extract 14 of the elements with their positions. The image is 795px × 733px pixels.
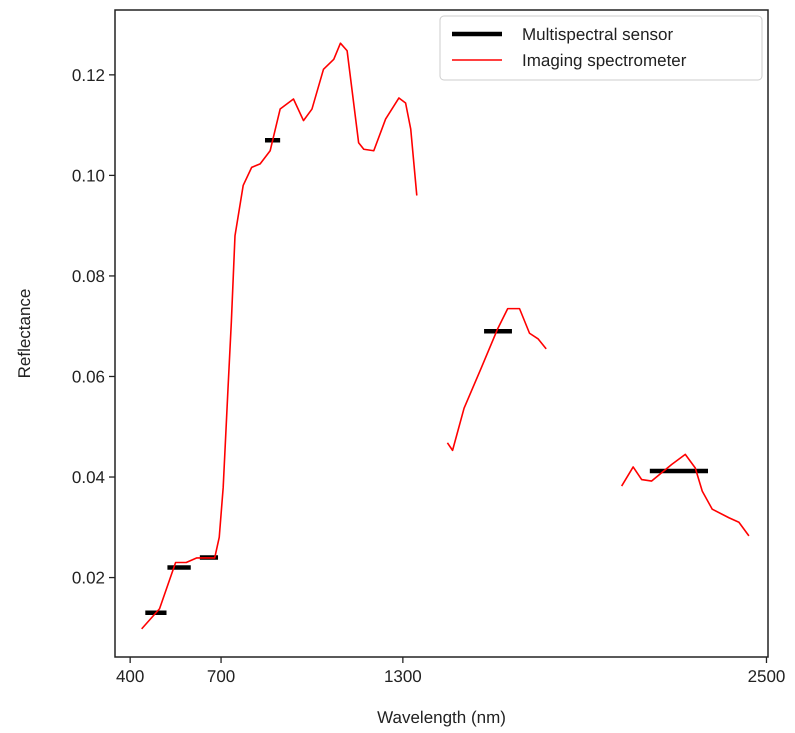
y-tick-label: 0.04 — [72, 468, 105, 487]
y-tick-label: 0.12 — [72, 66, 105, 85]
x-tick-label: 2500 — [748, 667, 786, 686]
x-tick-label: 1300 — [384, 667, 422, 686]
legend-label: Imaging spectrometer — [522, 50, 687, 70]
y-tick-label: 0.10 — [72, 166, 105, 186]
y-tick-label: 0.08 — [72, 266, 105, 286]
legend-label: Multispectral sensor — [522, 24, 674, 44]
y-axis-title: Reflectance — [15, 288, 34, 378]
x-tick-label: 700 — [206, 667, 236, 686]
x-axis-title: Wavelength (nm) — [377, 708, 506, 727]
y-tick-label: 0.02 — [72, 568, 105, 588]
y-tick-label: 0.06 — [72, 367, 105, 386]
x-tick-label: 400 — [116, 667, 144, 686]
